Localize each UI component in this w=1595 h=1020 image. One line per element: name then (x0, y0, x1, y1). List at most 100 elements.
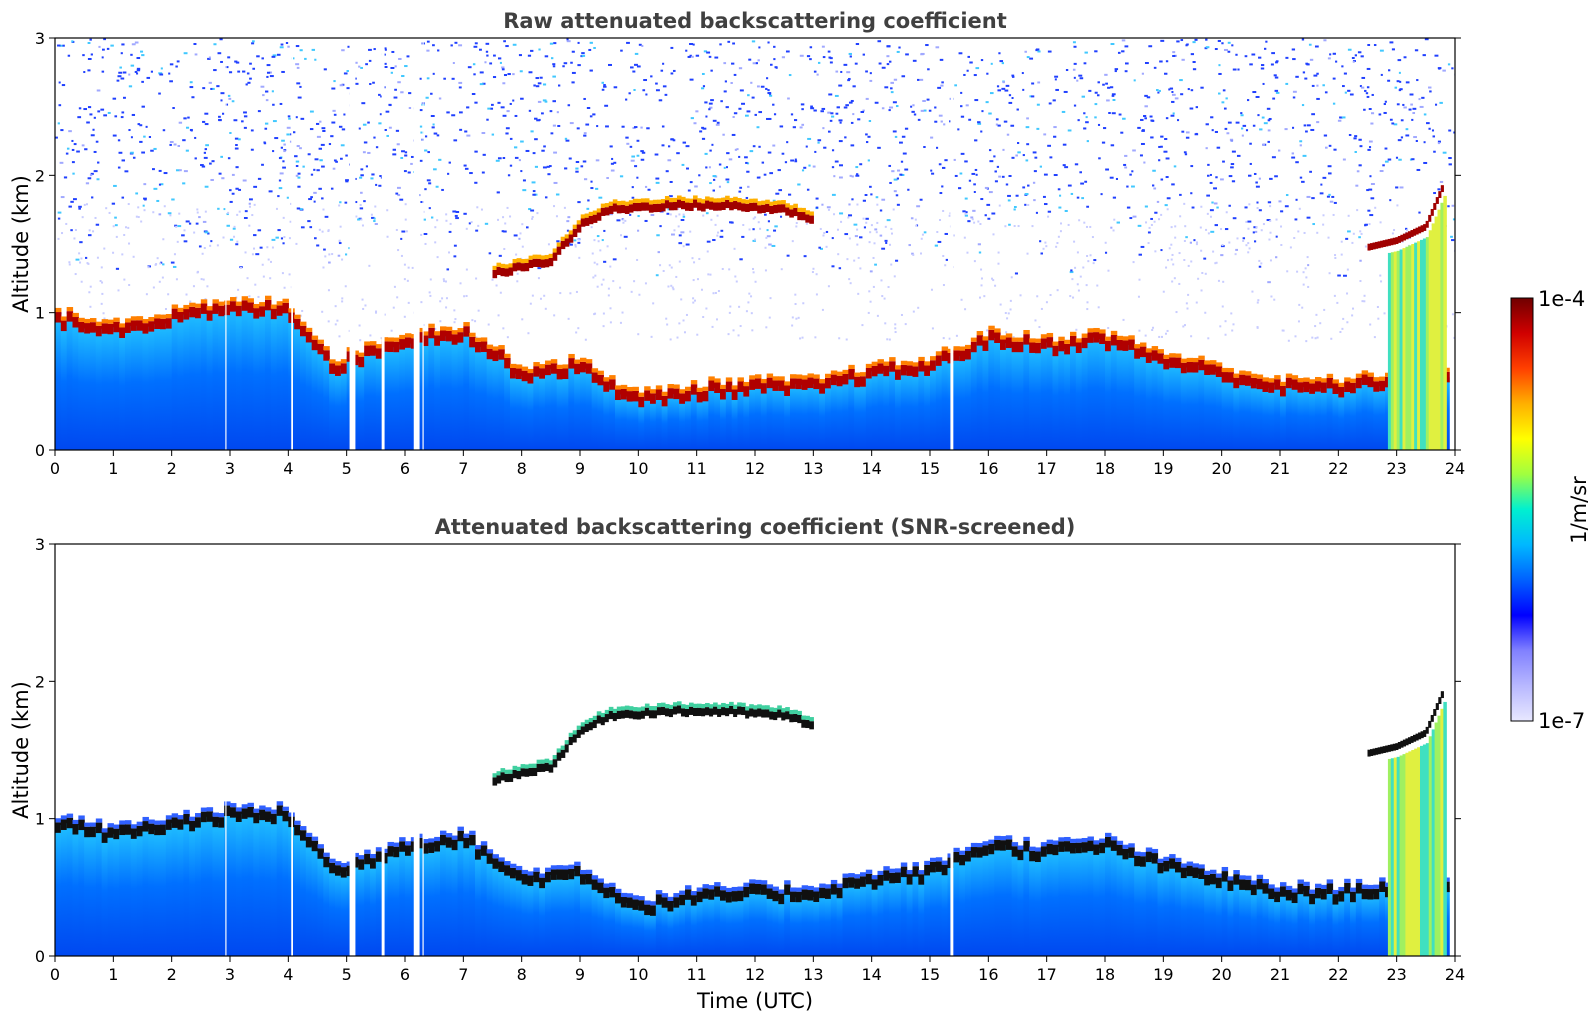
layer-top-edge (265, 299, 272, 311)
high-signal-column (1425, 237, 1430, 450)
noise-pixel (447, 172, 450, 175)
noise-pixel (436, 219, 439, 222)
elevated-layer-cell (496, 775, 502, 784)
noise-pixel (731, 133, 736, 136)
elevated-layer-halo (801, 207, 806, 213)
noise-pixel (1220, 178, 1224, 181)
noise-pixel (1097, 306, 1100, 309)
boundary-layer-column (1064, 349, 1071, 450)
layer-top-edge (340, 363, 348, 374)
noise-pixel (708, 166, 711, 169)
noise-pixel (1183, 259, 1186, 262)
noise-pixel (264, 122, 269, 125)
noise-pixel (96, 89, 101, 92)
elevated-layer-halo (552, 248, 558, 253)
noise-pixel (986, 329, 989, 332)
noise-pixel (397, 249, 400, 252)
noise-pixel (913, 113, 917, 116)
elevated-layer-cell (544, 259, 550, 268)
noise-pixel (1305, 276, 1308, 279)
noise-pixel (908, 244, 911, 247)
boundary-layer-column (784, 391, 791, 450)
noise-pixel (1117, 51, 1121, 54)
boundary-layer-column (457, 836, 464, 956)
noise-pixel (890, 91, 894, 94)
layer-top-edge (183, 813, 190, 825)
layer-top-edge (95, 325, 103, 337)
boundary-layer-column (1239, 380, 1246, 450)
layer-top-edge (877, 874, 884, 886)
elevated-layer-halo (676, 195, 682, 200)
layer-top-edge (1169, 357, 1176, 368)
noise-pixel (506, 336, 509, 339)
layer-top-edge (807, 890, 814, 901)
noise-pixel (790, 113, 794, 116)
layer-top-edge (1105, 340, 1112, 352)
noise-pixel (1379, 221, 1382, 224)
layer-top-edge (1128, 847, 1135, 858)
noise-pixel (780, 268, 783, 271)
boundary-layer-column (445, 336, 453, 450)
layer-top-halo (673, 893, 680, 898)
noise-pixel (464, 130, 468, 133)
boundary-layer-column (1210, 369, 1217, 450)
noise-pixel (636, 176, 639, 179)
noise-pixel (809, 58, 812, 61)
noise-pixel (625, 98, 628, 101)
noise-pixel (944, 232, 948, 235)
noise-pixel (578, 256, 581, 259)
noise-pixel (739, 325, 742, 328)
noise-pixel (984, 186, 989, 189)
layer-top-halo (1000, 335, 1007, 340)
layer-top-halo (545, 360, 552, 365)
layer-top-halo (451, 835, 459, 840)
noise-pixel (1172, 54, 1176, 57)
noise-pixel (1211, 201, 1214, 204)
y-tick-label: 0 (35, 947, 45, 966)
noise-pixel (806, 188, 810, 191)
noise-pixel (188, 222, 192, 225)
elevated-layer-cell (576, 729, 582, 738)
noise-pixel (794, 303, 797, 306)
layer-top-halo (895, 365, 902, 370)
noise-pixel (1342, 85, 1345, 88)
elevated-layer-halo (765, 705, 770, 710)
boundary-layer-column (1373, 386, 1380, 450)
noise-pixel (423, 233, 428, 236)
late-layer-cell (1428, 720, 1432, 728)
x-tick-label: 1 (108, 459, 118, 478)
late-layer-cell (1392, 743, 1396, 751)
boundary-layer-column (195, 313, 202, 450)
noise-pixel (408, 92, 412, 95)
noise-pixel (1171, 253, 1174, 256)
noise-pixel (1368, 223, 1371, 226)
boundary-layer-column (195, 822, 202, 956)
noise-pixel (156, 257, 159, 260)
elevated-layer-cell (652, 710, 658, 719)
noise-pixel (207, 57, 211, 60)
noise-pixel (1114, 70, 1117, 73)
elevated-layer-halo (588, 211, 594, 216)
boundary-layer-column (982, 850, 989, 956)
noise-pixel (1323, 39, 1327, 42)
noise-pixel (1083, 221, 1086, 224)
layer-top-edge (1373, 381, 1380, 392)
noise-pixel (528, 109, 532, 112)
noise-pixel (448, 230, 452, 233)
noise-pixel (670, 284, 673, 287)
noise-pixel (1354, 54, 1357, 57)
noise-pixel (1040, 252, 1043, 255)
elevated-layer-halo (709, 197, 714, 202)
noise-pixel (1224, 228, 1229, 231)
noise-pixel (1269, 231, 1272, 234)
layer-top-halo (591, 368, 599, 373)
boundary-layer-column (1262, 386, 1269, 450)
noise-pixel (582, 160, 587, 163)
noise-pixel (1245, 129, 1249, 132)
noise-pixel (1137, 224, 1142, 227)
layer-top-halo (375, 344, 383, 349)
layer-top-edge (825, 888, 832, 899)
elevated-layer-halo (697, 198, 702, 203)
noise-pixel (233, 225, 236, 228)
noise-pixel (491, 133, 495, 136)
